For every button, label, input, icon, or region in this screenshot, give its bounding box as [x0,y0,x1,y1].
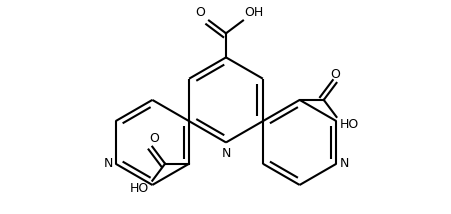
Text: HO: HO [339,118,358,131]
Text: OH: OH [244,6,263,19]
Text: O: O [329,68,339,82]
Text: N: N [339,157,348,170]
Text: HO: HO [130,182,149,195]
Text: O: O [195,6,205,19]
Text: O: O [148,132,158,145]
Text: N: N [103,157,112,170]
Text: N: N [221,147,230,160]
